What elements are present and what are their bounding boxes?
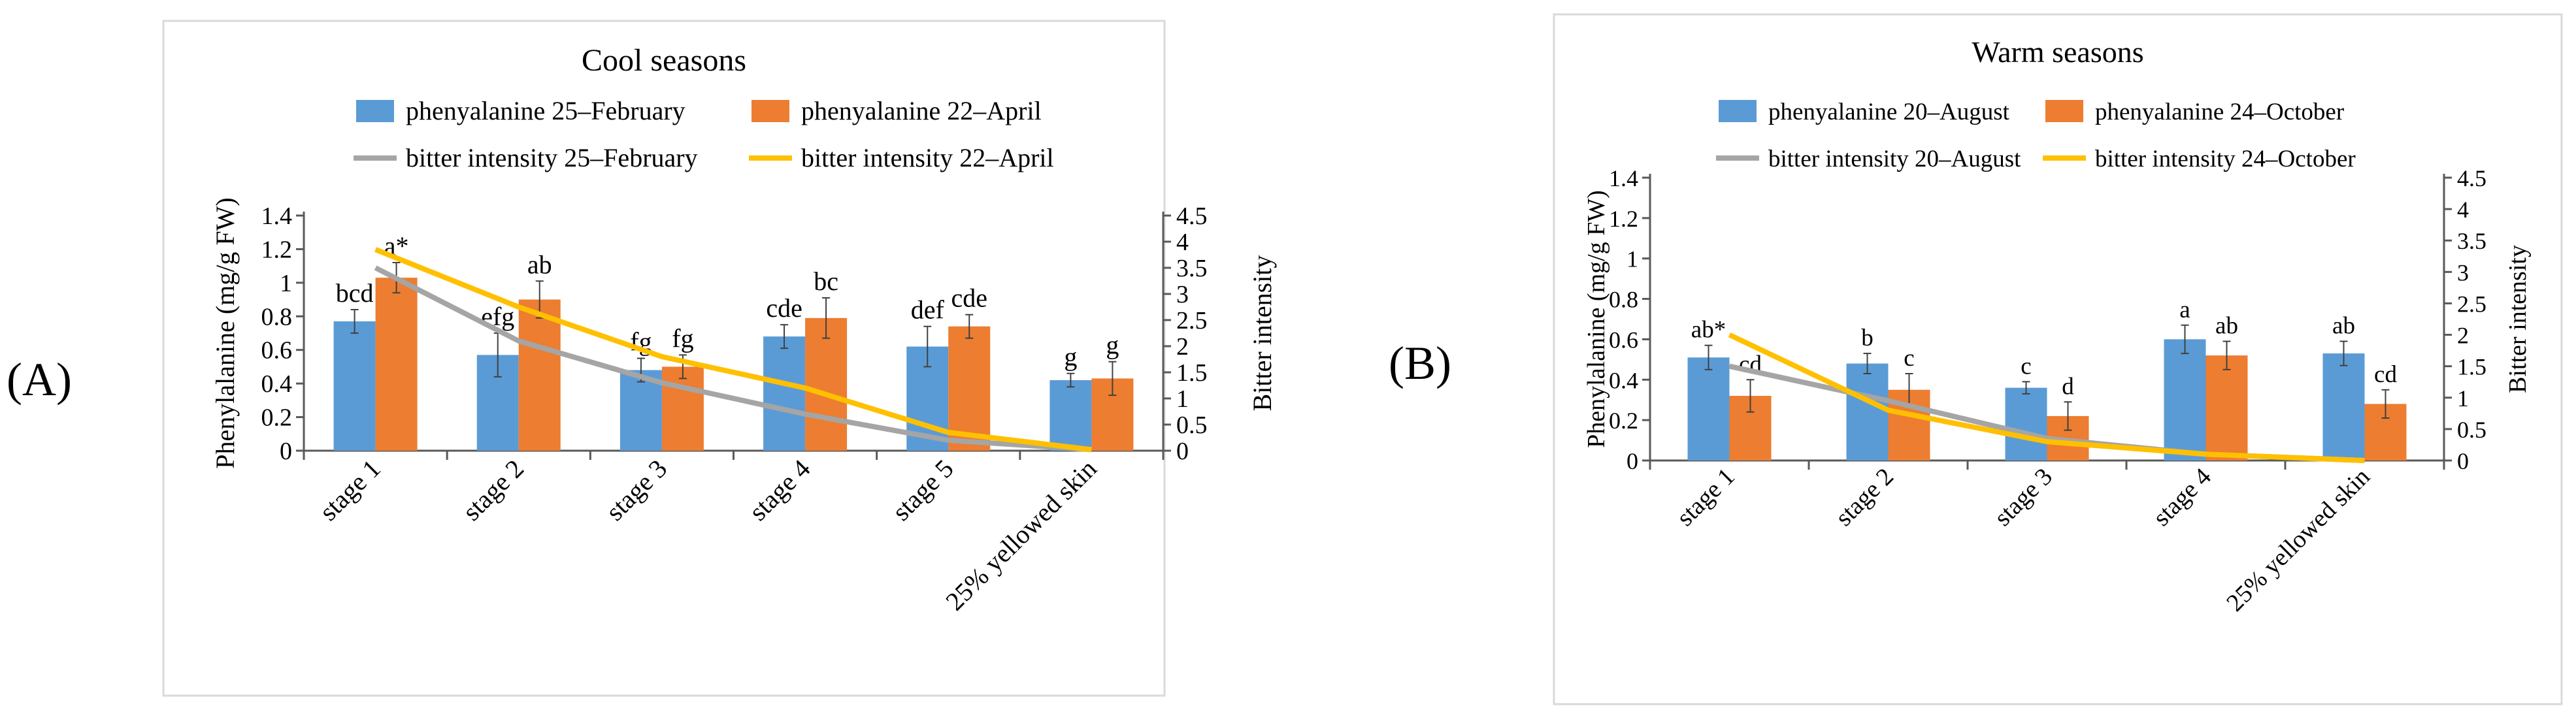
cool-bar-s0-5 <box>1049 380 1092 451</box>
cool-sig-label-s1-1: ab <box>527 250 552 279</box>
cool-ytick-label-6: 1.2 <box>261 236 293 263</box>
warm-chart-title: Warm seasons <box>1972 35 2143 69</box>
warm-ytick-label-6: 1.2 <box>1609 206 1638 232</box>
cool-legend-swatch-0 <box>356 100 394 122</box>
cool-bar-s0-0 <box>333 321 376 451</box>
warm-sig-label-s1-1: c <box>1904 345 1914 372</box>
warm-bar-s1-3 <box>2205 355 2248 460</box>
cool-legend-label-2: bitter intensity 25–February <box>406 143 698 172</box>
cool-sig-label-s1-2: fg <box>672 323 693 353</box>
cool-bar-s1-1 <box>518 299 561 451</box>
cool-legend-label-0: phenyalanine 25–February <box>406 96 685 125</box>
warm-bar-s0-2 <box>2005 387 2047 460</box>
warm-sig-label-s1-4: cd <box>2374 361 2397 388</box>
cool-line-series-0 <box>374 265 1092 453</box>
cool-ytick-label-5: 1 <box>280 270 292 297</box>
warm-y2tick-label-1: 0.5 <box>2457 417 2486 443</box>
cool-legend-swatch-1 <box>751 100 789 122</box>
warm-legend-label-1: phenyalanine 24–October <box>2095 99 2344 125</box>
warm-bar-s0-3 <box>2164 339 2206 460</box>
cool-bar-s1-3 <box>805 317 848 451</box>
warm-y2tick-label-7: 3.5 <box>2457 228 2486 254</box>
cool-line-series-1 <box>374 247 1092 453</box>
cool-sig-label-s1-4: cde <box>951 283 987 313</box>
cool-ytick-label-1: 0.2 <box>261 404 293 432</box>
warm-legend-label-2: bitter intensity 20–August <box>1768 146 2021 172</box>
cool-y2-axis-title: Bitter intensity <box>1247 255 1277 412</box>
cool-sig-label-s1-5: g <box>1106 331 1119 360</box>
warm-sig-label-s0-4: ab <box>2332 313 2355 340</box>
cool-y2tick-label-1: 0.5 <box>1176 412 1208 439</box>
cool-legend-label-1: phenyalanine 22–April <box>801 96 1042 125</box>
warm-ytick-label-3: 0.6 <box>1609 327 1638 353</box>
cool-y2tick-label-4: 2 <box>1176 333 1189 361</box>
warm-legend-swatch-0 <box>1719 100 1757 122</box>
panel-label-b: (B) <box>1389 337 1451 389</box>
warm-sig-label-s0-1: b <box>1861 325 1874 351</box>
cool-ytick-label-3: 0.6 <box>261 337 293 364</box>
cool-ytick-label-4: 0.8 <box>261 303 293 331</box>
warm-ytick-label-5: 1 <box>1627 246 1638 272</box>
warm-line-series-1 <box>1728 332 2365 463</box>
warm-y2tick-label-3: 1.5 <box>2457 354 2486 380</box>
cool-sig-label-s1-3: bc <box>814 267 838 296</box>
warm-bar-s0-4 <box>2322 353 2365 460</box>
cool-sig-label-s0-0: bcd <box>336 278 374 308</box>
cool-y2tick-label-6: 3 <box>1176 281 1189 308</box>
warm-ytick-label-7: 1.4 <box>1609 165 1638 191</box>
warm-y2tick-label-2: 1 <box>2457 385 2469 412</box>
warm-sig-label-s0-0: ab* <box>1691 317 1726 344</box>
warm-sig-label-s1-2: d <box>2062 373 2074 400</box>
cool-y2tick-label-9: 4.5 <box>1176 202 1208 230</box>
cool-legend-label-3: bitter intensity 22–April <box>801 143 1054 172</box>
cool-y2tick-label-3: 1.5 <box>1176 359 1208 387</box>
warm-bar-s0-0 <box>1687 357 1730 460</box>
cool-bar-s1-4 <box>948 326 991 451</box>
warm-y2tick-label-0: 0 <box>2457 448 2469 474</box>
warm-legend-label-3: bitter intensity 24–October <box>2095 146 2356 172</box>
cool-bar-s0-2 <box>619 370 662 451</box>
warm-sig-label-s0-2: c <box>2021 353 2031 380</box>
cool-y2tick-label-5: 2.5 <box>1176 307 1208 334</box>
cool-ytick-label-7: 1.4 <box>261 202 293 230</box>
warm-sig-label-s0-3: a <box>2179 297 2190 323</box>
cool-ytick-label-0: 0 <box>280 438 292 465</box>
panel-label-a: (A) <box>7 353 72 406</box>
warm-ytick-label-1: 0.2 <box>1609 408 1638 434</box>
warm-legend-label-0: phenyalanine 20–August <box>1768 99 2010 125</box>
cool-bar-s0-3 <box>763 336 806 451</box>
cool-y2tick-label-0: 0 <box>1176 438 1189 465</box>
cool-y-axis-title: Phenylalanine (mg/g FW) <box>210 197 240 468</box>
cool-y2tick-label-2: 1 <box>1176 385 1189 413</box>
warm-legend-swatch-1 <box>2045 100 2083 122</box>
cool-ytick-label-2: 0.4 <box>261 370 293 398</box>
cool-y2tick-label-8: 4 <box>1176 229 1189 256</box>
warm-ytick-label-4: 0.8 <box>1609 287 1638 313</box>
cool-sig-label-s0-5: g <box>1064 342 1077 372</box>
cool-bar-s1-2 <box>661 366 704 451</box>
cool-y2tick-label-7: 3.5 <box>1176 255 1208 282</box>
warm-sig-label-s1-3: ab <box>2215 313 2238 340</box>
warm-y2tick-label-4: 2 <box>2457 323 2469 349</box>
warm-y2tick-label-8: 4 <box>2457 197 2469 223</box>
cool-sig-label-s0-3: cde <box>766 293 802 323</box>
warm-y2tick-label-6: 3 <box>2457 259 2469 285</box>
warm-y2tick-label-9: 4.5 <box>2457 165 2486 191</box>
cool-chart-title: Cool seasons <box>582 43 746 78</box>
warm-y2-axis-title: Bitter intensity <box>2504 245 2532 393</box>
warm-y2tick-label-5: 2.5 <box>2457 291 2486 317</box>
warm-bar-s0-1 <box>1846 363 1889 460</box>
cool-bar-s1-0 <box>375 278 418 451</box>
cool-sig-label-s0-4: def <box>911 295 945 325</box>
warm-ytick-label-2: 0.4 <box>1609 367 1638 393</box>
warm-ytick-label-0: 0 <box>1627 448 1638 474</box>
warm-y-axis-title: Phenylalanine (mg/g FW) <box>1583 190 1610 448</box>
